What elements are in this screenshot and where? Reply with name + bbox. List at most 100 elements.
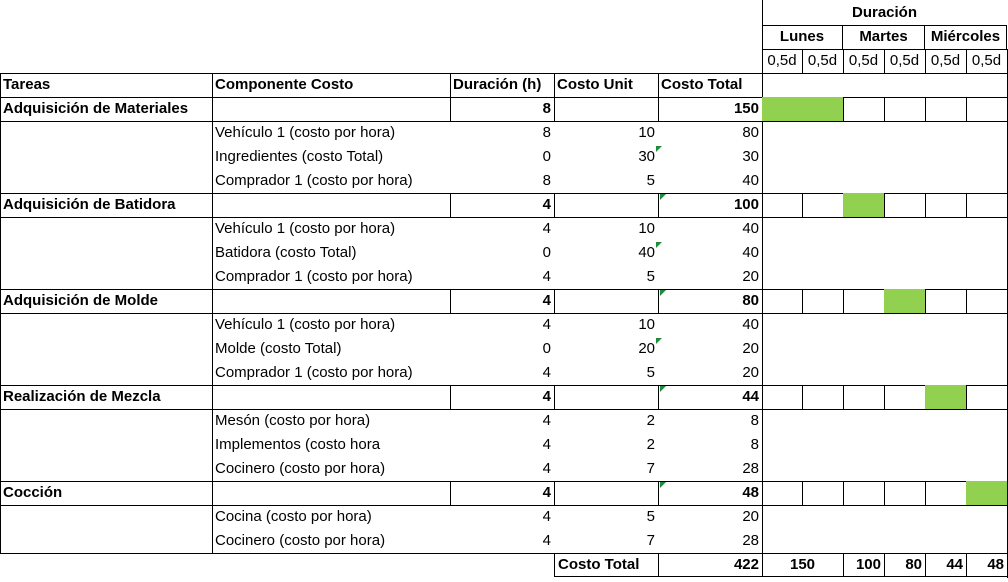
comment-indicator-icon	[656, 338, 662, 344]
duracion-border	[762, 25, 1007, 26]
grid-line	[212, 241, 213, 265]
task-unit-empty	[554, 481, 659, 505]
gantt-cell	[843, 97, 885, 121]
grid-line	[212, 409, 213, 433]
component-total: 20	[658, 505, 763, 529]
gantt-cell	[843, 481, 885, 505]
component-duration: 4	[542, 436, 551, 453]
component-unit-cost: 7	[646, 460, 655, 477]
gantt-cell	[966, 385, 1008, 409]
comment-indicator-icon	[656, 242, 662, 248]
component-duration: 4	[542, 268, 551, 285]
component-name: Vehículo 1 (costo por hora)	[215, 316, 396, 333]
task-total: 100	[658, 193, 763, 217]
component-unit-cost: 20	[638, 340, 655, 357]
task-duration: 4	[450, 193, 555, 217]
component-duration: 4	[542, 508, 551, 525]
component-name: Ingredientes (costo Total)	[215, 148, 384, 165]
component-spacer	[0, 457, 213, 481]
comment-indicator-icon	[656, 146, 662, 152]
component-spacer	[0, 217, 213, 241]
comment-indicator-icon	[660, 386, 666, 392]
grid-line	[212, 313, 213, 337]
component-total: 30	[658, 145, 763, 169]
gantt-cell	[762, 289, 803, 313]
comment-indicator-icon	[660, 290, 666, 296]
task-duration: 4	[450, 481, 555, 505]
grid-line	[212, 217, 213, 241]
footer-top-border	[0, 553, 1007, 554]
gantt-cell	[966, 193, 1008, 217]
grid-line	[212, 361, 213, 385]
task-unit-empty	[554, 289, 659, 313]
task-component-empty	[212, 97, 451, 121]
task-row-border	[0, 409, 1007, 410]
component-name: Implementos (costo hora	[215, 436, 381, 453]
footer-total: 422	[658, 553, 763, 577]
component-name: Vehículo 1 (costo por hora)	[215, 220, 396, 237]
component-spacer	[0, 529, 213, 553]
task-row-border	[0, 121, 1007, 122]
task-total: 150	[658, 97, 763, 121]
component-duration: 0	[542, 340, 551, 357]
component-name: Cocinero (costo por hora)	[215, 460, 386, 477]
column-header-1: Componente Costo	[212, 73, 451, 97]
component-spacer	[0, 361, 213, 385]
day-header-2: Miércoles	[925, 25, 1007, 49]
gantt-cell	[802, 385, 844, 409]
component-name: Vehículo 1 (costo por hora)	[215, 124, 396, 141]
task-row-border	[0, 313, 1007, 314]
footer-day-total: 44	[925, 553, 967, 577]
component-total: 8	[658, 409, 763, 433]
component-name: Cocinero (costo por hora)	[215, 532, 386, 549]
task-component-empty	[212, 385, 451, 409]
gantt-cell	[884, 385, 926, 409]
component-unit-cost: 30	[638, 148, 655, 165]
component-name: Comprador 1 (costo por hora)	[215, 172, 413, 189]
component-total: 20	[658, 361, 763, 385]
footer-day-total: 48	[966, 553, 1008, 577]
component-unit-cost: 10	[638, 220, 655, 237]
component-duration: 0	[542, 244, 551, 261]
gantt-cell	[925, 193, 967, 217]
component-spacer	[0, 505, 213, 529]
task-row-border	[0, 385, 1007, 386]
task-total: 48	[658, 481, 763, 505]
column-header-0: Tareas	[0, 73, 213, 97]
column-header-4: Costo Total	[658, 73, 763, 97]
component-duration: 4	[542, 364, 551, 381]
component-total: 40	[658, 313, 763, 337]
component-unit-cost: 5	[646, 268, 655, 285]
component-unit-cost: 2	[646, 436, 655, 453]
gantt-cell	[925, 481, 967, 505]
footer-day-total: 80	[884, 553, 926, 577]
component-name: Cocina (costo por hora)	[215, 508, 372, 525]
gantt-cell	[884, 289, 926, 313]
component-total: 40	[658, 169, 763, 193]
component-spacer	[0, 337, 213, 361]
component-total: 8	[658, 433, 763, 457]
component-duration: 4	[542, 532, 551, 549]
comment-indicator-icon	[660, 482, 666, 488]
gantt-cell	[843, 193, 885, 217]
task-component-empty	[212, 289, 451, 313]
task-component-empty	[212, 481, 451, 505]
component-duration: 4	[542, 220, 551, 237]
task-row-border	[0, 481, 1007, 482]
task-unit-empty	[554, 193, 659, 217]
columns-top-border	[0, 73, 1007, 74]
task-unit-empty	[554, 97, 659, 121]
task-name: Adquisición de Materiales	[0, 97, 213, 121]
table-left-border	[0, 73, 1, 554]
component-unit-cost: 10	[638, 124, 655, 141]
component-total: 40	[658, 241, 763, 265]
component-spacer	[0, 433, 213, 457]
half-day-header: 0,5d	[843, 49, 885, 73]
footer-day-total: 100	[843, 553, 885, 577]
gantt-left-border	[762, 0, 763, 73]
gantt-cell	[966, 289, 1008, 313]
component-spacer	[0, 169, 213, 193]
task-row-border	[0, 193, 1007, 194]
component-spacer	[0, 145, 213, 169]
